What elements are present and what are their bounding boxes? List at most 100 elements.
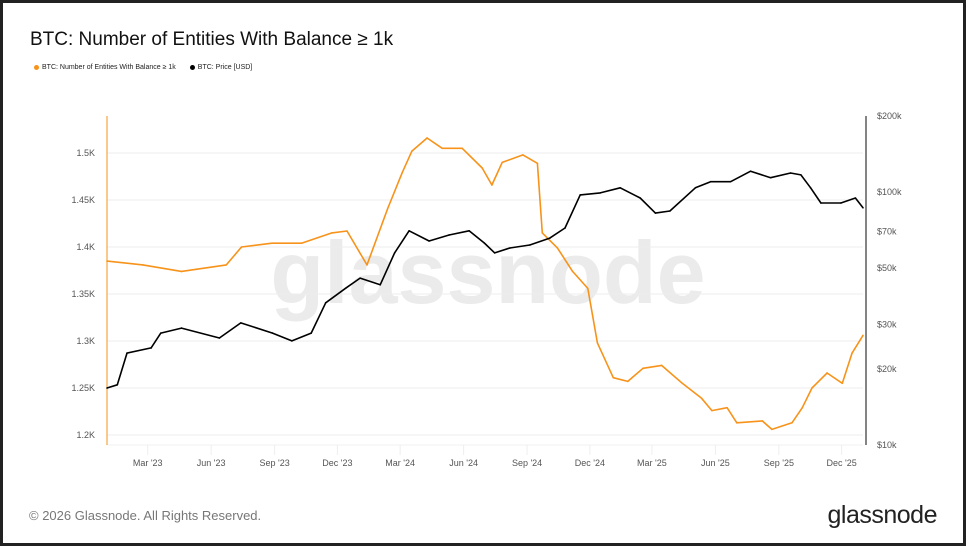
data-point-entities xyxy=(612,376,615,379)
data-point-price xyxy=(789,172,792,174)
data-point-price xyxy=(493,252,496,254)
data-point-entities xyxy=(586,287,589,290)
data-point-entities xyxy=(541,232,544,234)
data-point-price xyxy=(393,252,396,254)
data-point-price xyxy=(654,212,657,214)
data-point-entities xyxy=(791,421,793,424)
y-right-tick-label: $70k xyxy=(877,226,897,236)
data-point-entities xyxy=(441,147,444,150)
watermark: glassnode xyxy=(270,223,705,322)
data-point-price xyxy=(579,194,581,196)
data-point-entities xyxy=(771,428,773,431)
data-point-entities xyxy=(106,260,108,262)
legend: BTC: Number of Entities With Balance ≥ 1… xyxy=(34,64,252,71)
data-point-price xyxy=(709,180,712,183)
data-point-price xyxy=(359,277,361,279)
y-left-tick-label: 1.5K xyxy=(76,148,95,158)
data-point-entities xyxy=(726,406,728,409)
legend-label: BTC: Price [USD] xyxy=(197,64,253,71)
x-tick-label: Jun '25 xyxy=(701,458,730,468)
data-point-price xyxy=(549,237,551,239)
data-point-entities xyxy=(801,406,804,409)
data-point-entities xyxy=(851,352,853,355)
data-point-price xyxy=(218,337,221,339)
data-point-entities xyxy=(501,161,504,164)
y-right-tick-label: $50k xyxy=(877,263,897,273)
data-point-entities xyxy=(711,409,713,412)
data-point-price xyxy=(116,384,119,386)
y-left-tick-label: 1.2K xyxy=(76,430,95,440)
y-right-tick-label: $200k xyxy=(877,111,902,121)
y-left-tick-label: 1.45K xyxy=(71,195,95,205)
data-point-entities xyxy=(142,264,144,266)
data-point-price xyxy=(529,244,531,246)
data-point-price xyxy=(564,227,566,229)
x-tick-label: Dec '24 xyxy=(575,458,605,468)
data-point-price xyxy=(769,176,772,179)
data-point-price xyxy=(240,322,242,324)
data-point-price xyxy=(180,327,183,329)
data-point-entities xyxy=(735,421,738,424)
data-point-price xyxy=(344,287,347,289)
data-point-entities xyxy=(300,242,303,245)
data-point-price xyxy=(271,332,274,334)
data-point-entities xyxy=(642,367,644,370)
data-point-entities xyxy=(761,420,764,422)
y-right-tick-label: $20k xyxy=(877,364,897,374)
data-point-entities xyxy=(522,154,524,156)
data-point-entities xyxy=(841,382,844,385)
data-point-price xyxy=(160,332,162,334)
data-point-price xyxy=(820,202,822,204)
data-point-entities xyxy=(571,270,574,273)
data-point-entities xyxy=(331,232,333,234)
data-point-entities xyxy=(461,147,464,150)
data-point-price xyxy=(126,352,128,354)
y-left-tick-label: 1.25K xyxy=(71,383,95,393)
x-tick-label: Jun '24 xyxy=(449,458,478,468)
data-point-entities xyxy=(180,270,183,273)
chart-plot: glassnode 1.2K 1.25K 1.3K 1.35K 1.4K 1.45K 1.5K… xyxy=(71,111,902,468)
x-tick-label: Dec '25 xyxy=(826,458,856,468)
legend-item-price[interactable]: BTC: Price [USD] xyxy=(189,64,253,71)
data-point-price xyxy=(639,197,642,199)
y-right-tick-label: $30k xyxy=(877,319,897,329)
data-point-price xyxy=(800,174,802,176)
x-tick-label: Mar '23 xyxy=(133,458,163,468)
series-line-entities xyxy=(106,137,864,431)
series-line-price xyxy=(106,170,864,389)
data-point-price xyxy=(310,332,312,334)
legend-dot-icon xyxy=(189,65,195,70)
data-point-entities xyxy=(626,380,629,383)
y-right-tick-label: $10k xyxy=(877,440,897,450)
data-point-price xyxy=(619,187,621,189)
data-point-price xyxy=(694,187,697,189)
copyright: © 2026 Glassnode. All Rights Reserved. xyxy=(29,508,262,523)
x-tick-label: Sep '25 xyxy=(764,458,794,468)
data-point-entities xyxy=(386,207,389,210)
data-point-price xyxy=(448,234,450,236)
data-point-entities xyxy=(426,137,428,139)
data-point-price xyxy=(749,170,752,172)
data-point-price xyxy=(150,347,152,349)
data-point-price xyxy=(483,242,486,244)
data-point-entities xyxy=(401,171,404,174)
x-tick-label: Sep '23 xyxy=(259,458,289,468)
x-tick-label: Sep '24 xyxy=(512,458,542,468)
x-tick-label: Jun '23 xyxy=(197,458,226,468)
data-point-entities xyxy=(700,397,703,400)
x-tick-label: Mar '24 xyxy=(385,458,415,468)
legend-dot-icon xyxy=(34,65,39,70)
data-point-price xyxy=(291,340,293,342)
legend-item-entities[interactable]: BTC: Number of Entities With Balance ≥ 1… xyxy=(34,64,176,71)
data-point-price xyxy=(106,387,108,389)
data-point-price xyxy=(862,206,864,209)
data-point-entities xyxy=(660,364,663,367)
chart-title: BTC: Number of Entities With Balance ≥ 1… xyxy=(30,29,394,50)
data-point-price xyxy=(379,284,381,286)
data-point-entities xyxy=(411,150,413,152)
data-point-entities xyxy=(271,242,273,245)
y-left-tick-label: 1.4K xyxy=(76,242,95,252)
data-point-price xyxy=(324,302,327,304)
x-tick-label: Dec '23 xyxy=(322,458,352,468)
